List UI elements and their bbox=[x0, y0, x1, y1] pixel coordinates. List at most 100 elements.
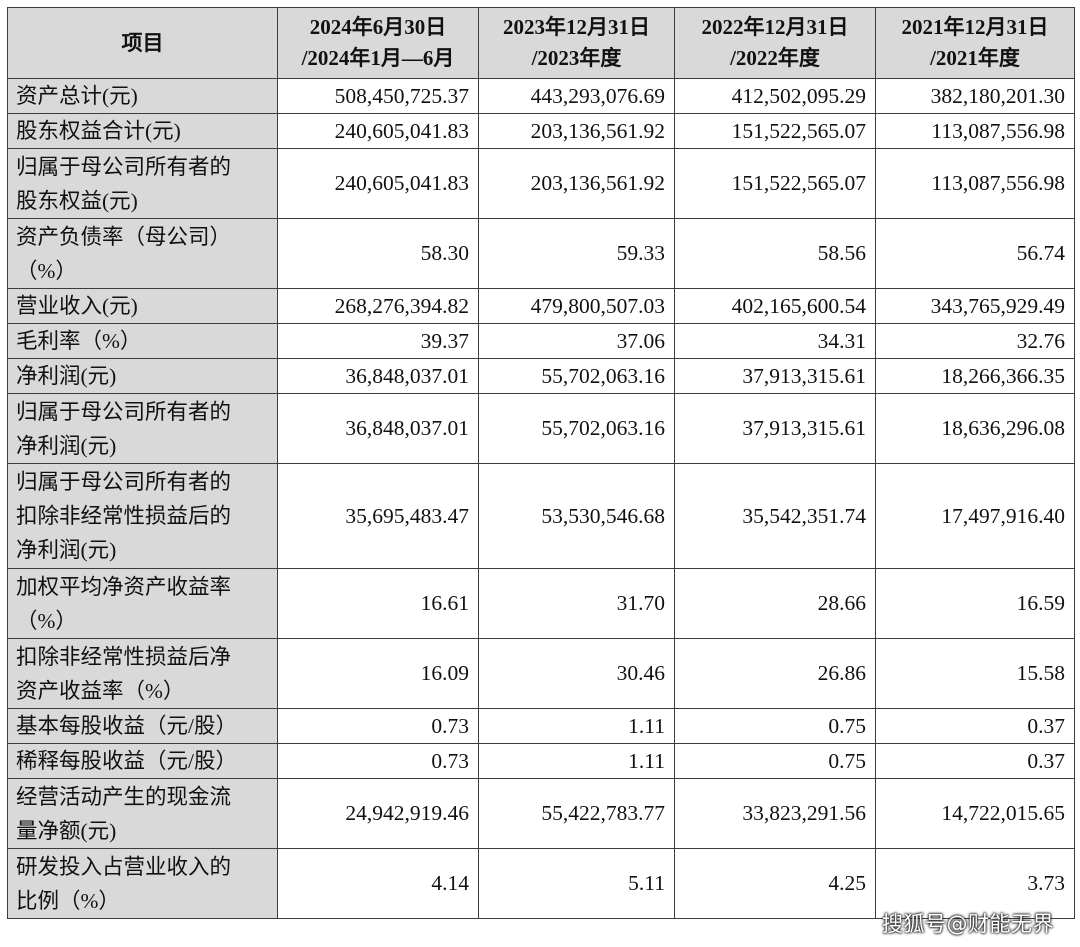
value-cell: 31.70 bbox=[478, 568, 675, 639]
value-cell: 16.09 bbox=[277, 638, 479, 709]
row-label-line: 资产负债率（母公司） bbox=[16, 224, 232, 249]
value-cell: 37.06 bbox=[478, 323, 675, 359]
value-cell: 443,293,076.69 bbox=[478, 78, 675, 114]
header-period-line2: /2023年度 bbox=[531, 46, 622, 70]
row-label: 资产负债率（母公司） （%） bbox=[7, 218, 278, 289]
value-cell: 15.58 bbox=[875, 638, 1075, 709]
value-cell: 4.25 bbox=[674, 848, 876, 919]
value-cell: 36,848,037.01 bbox=[277, 393, 479, 464]
value-cell: 16.59 bbox=[875, 568, 1075, 639]
value-cell: 17,497,916.40 bbox=[875, 463, 1075, 569]
row-label: 归属于母公司所有者的 股东权益(元) bbox=[7, 148, 278, 219]
row-label: 净利润(元) bbox=[7, 358, 278, 394]
row-label: 毛利率（%） bbox=[7, 323, 278, 359]
value-cell: 36,848,037.01 bbox=[277, 358, 479, 394]
financial-summary-table: 项目 2024年6月30日 /2024年1月—6月 2023年12月31日 /2… bbox=[7, 7, 1075, 919]
value-cell: 0.73 bbox=[277, 743, 479, 779]
value-cell: 26.86 bbox=[674, 638, 876, 709]
value-cell: 4.14 bbox=[277, 848, 479, 919]
row-label-line: 稀释每股收益（元/股） bbox=[16, 749, 237, 773]
value-cell: 203,136,561.92 bbox=[478, 113, 675, 149]
header-period-2023: 2023年12月31日 /2023年度 bbox=[478, 7, 675, 79]
row-label-line: 股东权益合计(元) bbox=[16, 119, 181, 143]
row-label: 资产总计(元) bbox=[7, 78, 278, 114]
row-label-line: 营业收入(元) bbox=[16, 294, 138, 318]
row-label-line: 净利润(元) bbox=[16, 538, 117, 562]
watermark: 搜狐号@财能无界 bbox=[882, 912, 1054, 936]
value-cell: 28.66 bbox=[674, 568, 876, 639]
value-cell: 58.30 bbox=[277, 218, 479, 289]
header-period-2024h1: 2024年6月30日 /2024年1月—6月 bbox=[277, 7, 479, 79]
row-label-line: 加权平均净资产收益率 bbox=[16, 574, 232, 599]
table-row: 毛利率（%） 39.37 37.06 34.31 32.76 bbox=[7, 323, 1075, 359]
table-row: 归属于母公司所有者的 扣除非经常性损益后的 净利润(元) 35,695,483.47 5… bbox=[7, 463, 1075, 569]
table-row: 营业收入(元) 268,276,394.82 479,800,507.03 402,1… bbox=[7, 288, 1075, 324]
row-label-line: 股东权益(元) bbox=[16, 188, 138, 213]
table-row: 经营活动产生的现金流 量净额(元) 24,942,919.46 55,422,783.… bbox=[7, 778, 1075, 849]
table-row: 资产负债率（母公司） （%） 58.30 59.33 58.56 56.74 bbox=[7, 218, 1075, 289]
table-body: 资产总计(元) 508,450,725.37 443,293,076.69 412,5… bbox=[7, 78, 1075, 919]
value-cell: 0.37 bbox=[875, 708, 1075, 744]
value-cell: 113,087,556.98 bbox=[875, 148, 1075, 219]
value-cell: 240,605,041.83 bbox=[277, 113, 479, 149]
header-period-line1: 2021年12月31日 bbox=[901, 15, 1049, 39]
value-cell: 14,722,015.65 bbox=[875, 778, 1075, 849]
header-period-2022: 2022年12月31日 /2022年度 bbox=[674, 7, 876, 79]
row-label: 扣除非经常性损益后净 资产收益率（%） bbox=[7, 638, 278, 709]
header-period-2021: 2021年12月31日 /2021年度 bbox=[875, 7, 1075, 79]
value-cell: 0.75 bbox=[674, 708, 876, 744]
value-cell: 35,542,351.74 bbox=[674, 463, 876, 569]
value-cell: 5.11 bbox=[478, 848, 675, 919]
row-label-line: 比例（%） bbox=[16, 888, 120, 913]
value-cell: 479,800,507.03 bbox=[478, 288, 675, 324]
value-cell: 343,765,929.49 bbox=[875, 288, 1075, 324]
value-cell: 18,636,296.08 bbox=[875, 393, 1075, 464]
row-label-line: 研发投入占营业收入的 bbox=[16, 854, 232, 879]
row-label: 加权平均净资产收益率 （%） bbox=[7, 568, 278, 639]
table-row: 股东权益合计(元) 240,605,041.83 203,136,561.92 151… bbox=[7, 113, 1075, 149]
table-header-row: 项目 2024年6月30日 /2024年1月—6月 2023年12月31日 /2… bbox=[7, 7, 1075, 79]
table-row: 稀释每股收益（元/股） 0.73 1.11 0.75 0.37 bbox=[7, 743, 1075, 779]
value-cell: 39.37 bbox=[277, 323, 479, 359]
value-cell: 30.46 bbox=[478, 638, 675, 709]
table-row: 资产总计(元) 508,450,725.37 443,293,076.69 412,5… bbox=[7, 78, 1075, 114]
value-cell: 55,702,063.16 bbox=[478, 358, 675, 394]
value-cell: 18,266,366.35 bbox=[875, 358, 1075, 394]
row-label-line: 归属于母公司所有者的 bbox=[16, 399, 232, 424]
value-cell: 3.73 bbox=[875, 848, 1075, 919]
value-cell: 56.74 bbox=[875, 218, 1075, 289]
value-cell: 1.11 bbox=[478, 708, 675, 744]
value-cell: 151,522,565.07 bbox=[674, 148, 876, 219]
row-label-line: 扣除非经常性损益后的 bbox=[16, 504, 232, 528]
row-label-line: 资产收益率（%） bbox=[16, 678, 185, 703]
value-cell: 37,913,315.61 bbox=[674, 393, 876, 464]
value-cell: 382,180,201.30 bbox=[875, 78, 1075, 114]
row-label-line: 量净额(元) bbox=[16, 818, 117, 843]
row-label-line: 资产总计(元) bbox=[16, 84, 138, 108]
row-label-line: 净利润(元) bbox=[16, 364, 117, 388]
header-period-line1: 2024年6月30日 bbox=[309, 15, 447, 39]
value-cell: 268,276,394.82 bbox=[277, 288, 479, 324]
value-cell: 53,530,546.68 bbox=[478, 463, 675, 569]
row-label: 稀释每股收益（元/股） bbox=[7, 743, 278, 779]
value-cell: 508,450,725.37 bbox=[277, 78, 479, 114]
row-label-line: 经营活动产生的现金流 bbox=[16, 784, 232, 809]
value-cell: 151,522,565.07 bbox=[674, 113, 876, 149]
value-cell: 58.56 bbox=[674, 218, 876, 289]
row-label: 股东权益合计(元) bbox=[7, 113, 278, 149]
table-row: 归属于母公司所有者的 净利润(元) 36,848,037.01 55,702,063.… bbox=[7, 393, 1075, 464]
table-row: 研发投入占营业收入的 比例（%） 4.14 5.11 4.25 3.73 bbox=[7, 848, 1075, 919]
value-cell: 16.61 bbox=[277, 568, 479, 639]
value-cell: 32.76 bbox=[875, 323, 1075, 359]
row-label: 归属于母公司所有者的 净利润(元) bbox=[7, 393, 278, 464]
header-period-line2: /2021年度 bbox=[930, 46, 1020, 70]
header-period-line2: /2022年度 bbox=[730, 46, 820, 70]
row-label-line: 扣除非经常性损益后净 bbox=[16, 644, 232, 669]
table-row: 净利润(元) 36,848,037.01 55,702,063.16 37,913,3… bbox=[7, 358, 1075, 394]
header-period-line2: /2024年1月—6月 bbox=[301, 46, 455, 70]
table-row: 基本每股收益（元/股） 0.73 1.11 0.75 0.37 bbox=[7, 708, 1075, 744]
value-cell: 203,136,561.92 bbox=[478, 148, 675, 219]
table-row: 归属于母公司所有者的 股东权益(元) 240,605,041.83 203,136,5… bbox=[7, 148, 1075, 219]
table-row: 扣除非经常性损益后净 资产收益率（%） 16.09 30.46 26.86 15.58 bbox=[7, 638, 1075, 709]
value-cell: 59.33 bbox=[478, 218, 675, 289]
